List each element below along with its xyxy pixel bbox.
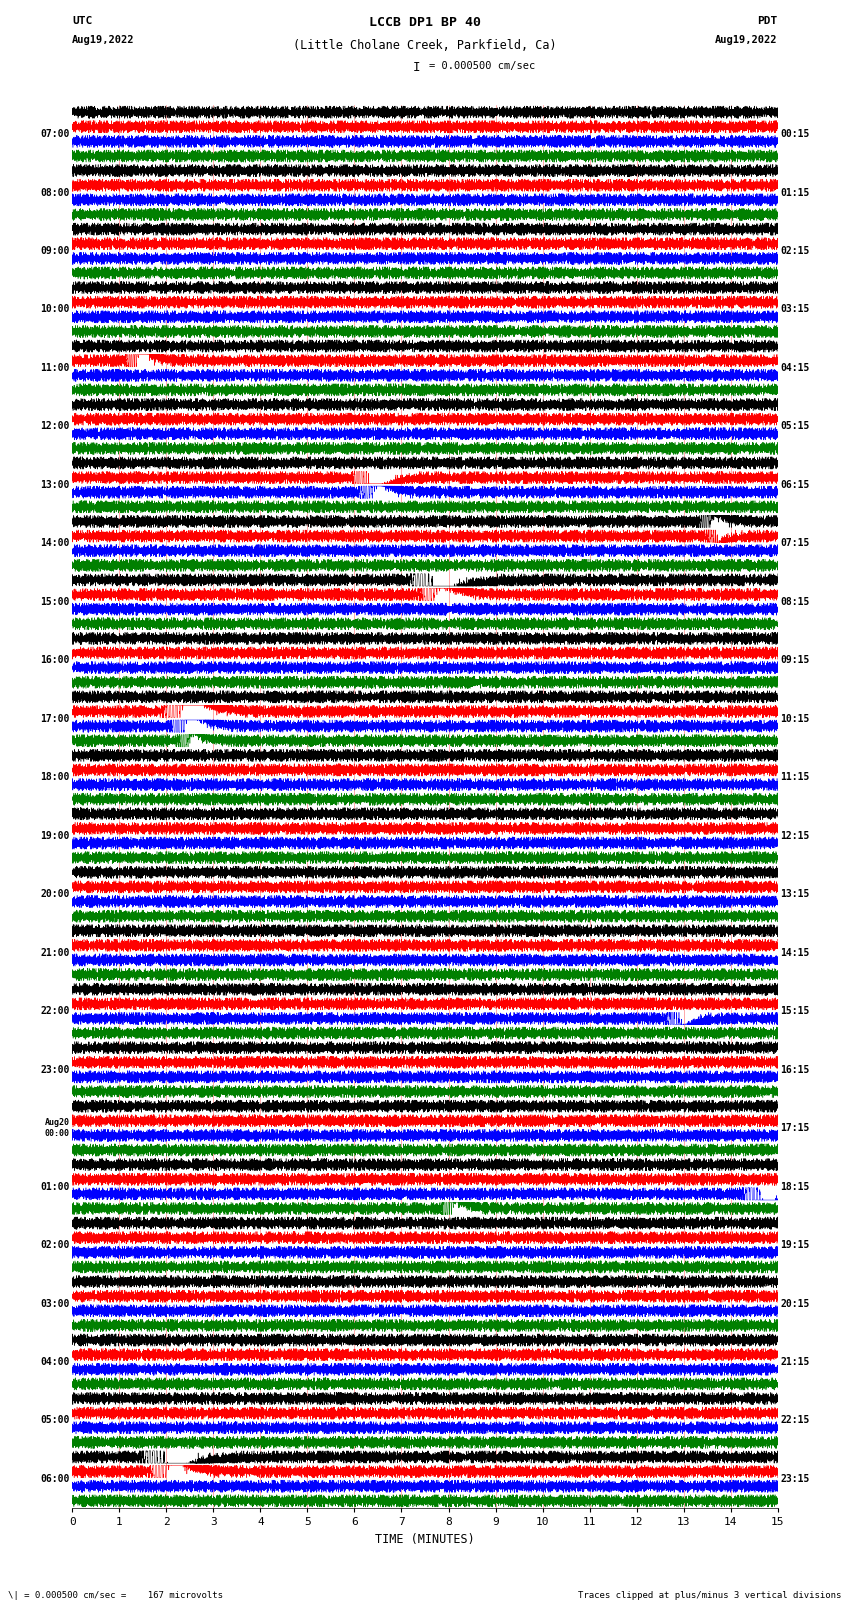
Text: 06:15: 06:15: [780, 481, 810, 490]
Text: 16:00: 16:00: [40, 655, 70, 665]
X-axis label: TIME (MINUTES): TIME (MINUTES): [375, 1532, 475, 1545]
Text: 15:00: 15:00: [40, 597, 70, 606]
Text: (Little Cholane Creek, Parkfield, Ca): (Little Cholane Creek, Parkfield, Ca): [293, 39, 557, 52]
Text: \| = 0.000500 cm/sec =    167 microvolts: \| = 0.000500 cm/sec = 167 microvolts: [8, 1590, 224, 1600]
Text: 13:00: 13:00: [40, 481, 70, 490]
Text: 10:15: 10:15: [780, 715, 810, 724]
Text: 01:15: 01:15: [780, 187, 810, 197]
Text: 01:00: 01:00: [40, 1182, 70, 1192]
Text: 23:15: 23:15: [780, 1474, 810, 1484]
Text: 19:15: 19:15: [780, 1240, 810, 1250]
Text: 03:15: 03:15: [780, 305, 810, 315]
Text: 17:15: 17:15: [780, 1123, 810, 1132]
Text: 21:15: 21:15: [780, 1357, 810, 1366]
Text: 04:15: 04:15: [780, 363, 810, 373]
Text: 21:00: 21:00: [40, 948, 70, 958]
Text: 09:15: 09:15: [780, 655, 810, 665]
Text: 22:00: 22:00: [40, 1007, 70, 1016]
Text: 12:00: 12:00: [40, 421, 70, 431]
Text: 06:00: 06:00: [40, 1474, 70, 1484]
Text: 20:00: 20:00: [40, 889, 70, 898]
Text: 11:00: 11:00: [40, 363, 70, 373]
Text: 17:00: 17:00: [40, 715, 70, 724]
Text: Aug19,2022: Aug19,2022: [715, 35, 778, 45]
Text: 20:15: 20:15: [780, 1298, 810, 1308]
Text: 09:00: 09:00: [40, 247, 70, 256]
Text: 15:15: 15:15: [780, 1007, 810, 1016]
Text: 05:15: 05:15: [780, 421, 810, 431]
Text: 03:00: 03:00: [40, 1298, 70, 1308]
Text: = 0.000500 cm/sec: = 0.000500 cm/sec: [429, 61, 536, 71]
Text: 16:15: 16:15: [780, 1065, 810, 1074]
Text: 14:00: 14:00: [40, 539, 70, 548]
Text: 00:15: 00:15: [780, 129, 810, 139]
Text: 12:15: 12:15: [780, 831, 810, 840]
Text: 07:15: 07:15: [780, 539, 810, 548]
Text: 10:00: 10:00: [40, 305, 70, 315]
Text: 08:15: 08:15: [780, 597, 810, 606]
Text: 02:00: 02:00: [40, 1240, 70, 1250]
Text: 05:00: 05:00: [40, 1416, 70, 1426]
Text: 02:15: 02:15: [780, 247, 810, 256]
Text: 08:00: 08:00: [40, 187, 70, 197]
Text: 18:15: 18:15: [780, 1182, 810, 1192]
Text: 14:15: 14:15: [780, 948, 810, 958]
Text: 22:15: 22:15: [780, 1416, 810, 1426]
Text: 07:00: 07:00: [40, 129, 70, 139]
Text: Traces clipped at plus/minus 3 vertical divisions: Traces clipped at plus/minus 3 vertical …: [578, 1590, 842, 1600]
Text: UTC: UTC: [72, 16, 93, 26]
Text: PDT: PDT: [757, 16, 778, 26]
Text: 19:00: 19:00: [40, 831, 70, 840]
Text: 18:00: 18:00: [40, 773, 70, 782]
Text: 11:15: 11:15: [780, 773, 810, 782]
Text: Aug20
00:00: Aug20 00:00: [45, 1118, 70, 1137]
Text: I: I: [413, 61, 420, 74]
Text: Aug19,2022: Aug19,2022: [72, 35, 135, 45]
Text: LCCB DP1 BP 40: LCCB DP1 BP 40: [369, 16, 481, 29]
Text: 13:15: 13:15: [780, 889, 810, 898]
Text: 04:00: 04:00: [40, 1357, 70, 1366]
Text: 23:00: 23:00: [40, 1065, 70, 1074]
